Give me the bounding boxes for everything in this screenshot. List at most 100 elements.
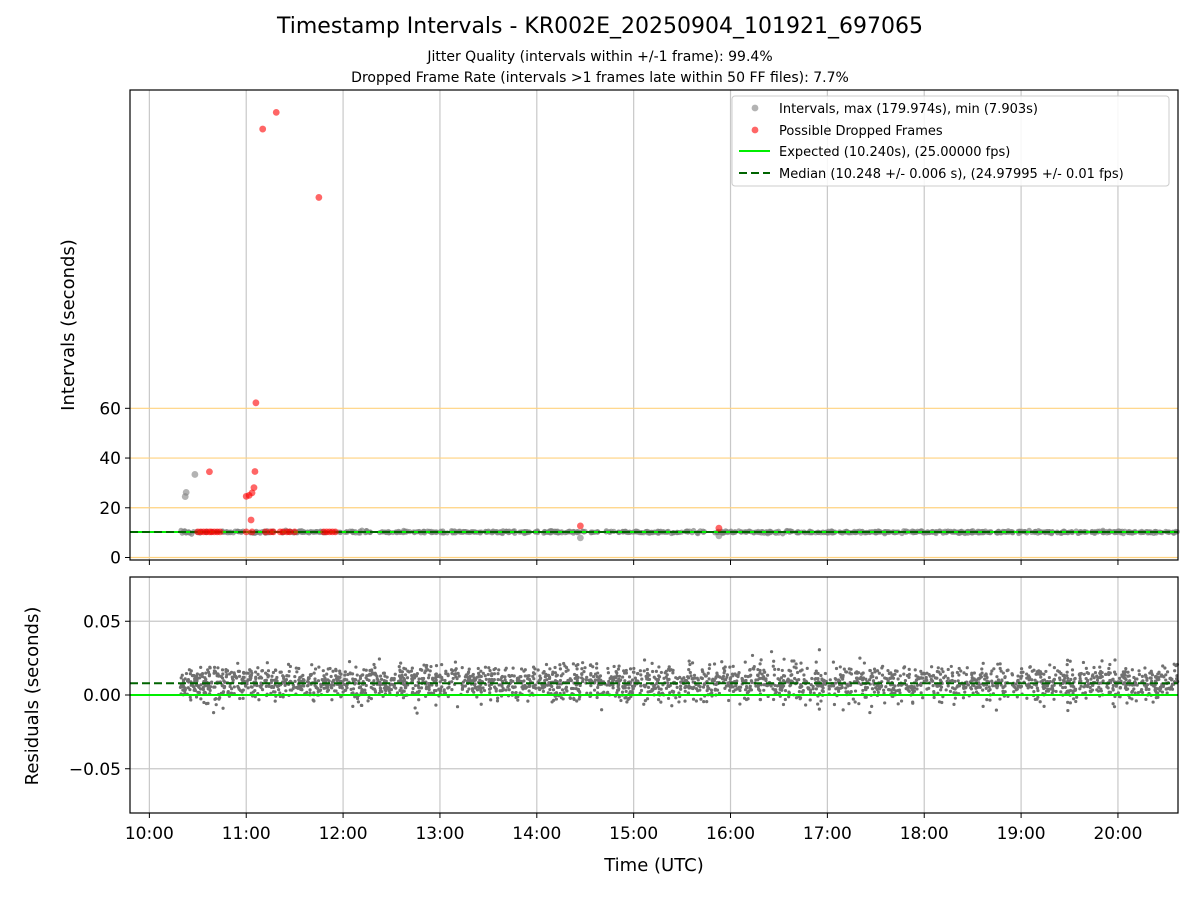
residual-point [388,683,392,687]
residual-point [1019,670,1023,675]
dropped-frame-point [259,125,267,133]
residual-point [652,675,656,679]
residual-point [181,688,185,692]
residual-point [473,686,478,690]
residual-point [689,674,693,678]
residual-point [959,669,963,673]
residual-point [574,664,578,668]
residual-point [799,683,803,687]
residual-point [643,699,647,703]
residual-point [740,676,744,681]
residual-point [882,688,886,692]
residual-point [614,669,618,674]
residual-point [184,671,189,676]
residual-point [479,688,483,692]
residual-point [224,670,228,674]
residual-point [642,702,646,706]
residual-point [334,669,338,673]
residual-point [1088,689,1092,693]
residual-point [1107,671,1111,675]
residual-point [952,691,956,695]
residual-point [789,673,793,677]
residual-point [364,683,368,688]
residual-point [1125,701,1129,705]
residual-point [595,666,599,670]
residual-point [849,689,853,694]
residual-point [620,690,625,694]
residual-point [898,691,902,695]
residual-point [591,665,595,669]
residual-point [668,691,672,695]
residual-point [313,677,317,681]
residual-point [429,664,433,669]
residual-point [254,675,258,679]
residual-point [844,690,848,694]
residual-point [849,672,854,676]
residual-point [269,681,273,685]
residual-point [873,670,877,674]
residual-point [756,673,760,677]
residual-point [222,679,226,683]
residual-point [305,690,309,694]
residual-point [492,667,496,672]
residual-point [253,670,258,674]
residual-point [537,686,541,690]
residual-point [677,700,681,704]
residual-point [953,679,957,683]
legend-entry: Possible Dropped Frames [779,124,943,139]
residual-point [1038,670,1043,674]
residual-point [1122,676,1126,680]
residual-point [778,683,782,687]
residual-point [913,668,917,672]
residual-point [883,701,887,705]
residual-point [798,669,803,673]
residual-point [548,687,552,692]
residual-point [589,673,593,677]
residual-point [855,670,859,674]
residual-point [487,677,492,682]
residual-point [844,670,848,674]
residual-point [802,673,806,677]
residual-point [477,674,481,679]
residual-point [587,678,591,682]
residual-point [397,665,401,669]
residual-point [1025,676,1029,680]
residual-point [569,686,574,691]
residual-point [1091,673,1095,677]
residual-point [180,673,184,677]
residual-point [736,675,740,679]
residual-point [1154,675,1158,679]
residual-point [645,671,650,676]
residual-point [1111,683,1115,688]
residual-point [684,684,688,688]
residual-point [404,686,408,690]
residual-point [572,696,576,701]
residual-point [516,698,520,702]
residual-point [893,669,898,673]
residual-point [531,684,536,688]
residual-point [214,696,218,701]
residual-point [722,666,726,670]
residual-point [429,691,433,695]
residual-point [651,669,655,674]
residual-point [932,695,936,700]
residual-point [1059,690,1063,694]
residual-point [1025,696,1029,700]
residual-point [492,672,497,676]
residual-point [569,678,573,682]
residual-point [861,688,865,693]
residual-point [363,688,367,692]
residual-point [241,679,245,683]
residual-point [956,679,960,683]
residual-point [665,673,669,677]
residual-point [820,678,824,682]
residual-point [712,662,717,666]
residual-point [545,683,550,687]
residual-point [1020,674,1024,678]
residual-point [592,688,597,692]
residual-point [806,686,810,690]
residual-point [945,679,949,683]
residual-point [870,671,874,676]
residual-point [1145,676,1149,681]
residual-point [804,703,808,707]
